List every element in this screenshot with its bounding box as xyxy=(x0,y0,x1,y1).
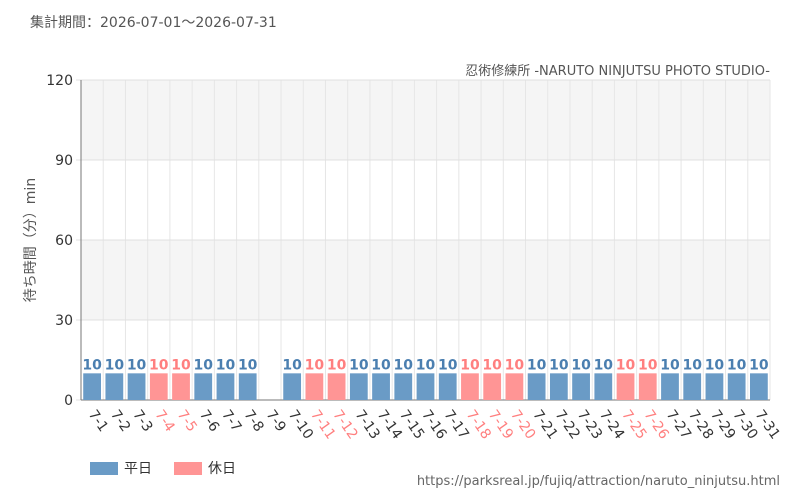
bar xyxy=(283,373,302,400)
bar xyxy=(305,373,324,400)
attraction-subtitle: 忍術修練所 -NARUTO NINJUTSU PHOTO STUDIO- xyxy=(465,64,770,79)
y-axis-title: 待ち時間（分）min xyxy=(23,178,39,302)
legend-item-holiday: 休日 xyxy=(174,458,236,478)
bar-value-label: 10 xyxy=(349,357,369,373)
bar-value-label: 10 xyxy=(327,357,347,373)
bar-value-label: 10 xyxy=(371,357,391,373)
bar xyxy=(127,373,146,400)
x-tick-label: 7-31 xyxy=(752,407,783,442)
bar-value-label: 10 xyxy=(238,357,258,373)
bar-value-label: 10 xyxy=(216,357,236,373)
bar xyxy=(394,373,413,400)
period-label: 集計期間：2026-07-01～2026-07-31 xyxy=(30,15,277,31)
bar xyxy=(549,373,568,400)
x-tick-label: 7-7 xyxy=(218,407,244,435)
bar xyxy=(594,373,613,400)
bar-value-label: 10 xyxy=(416,357,436,373)
legend-label-holiday: 休日 xyxy=(208,461,236,477)
bar-value-label: 10 xyxy=(616,357,636,373)
bar xyxy=(638,373,657,400)
bar-value-label: 10 xyxy=(460,357,480,373)
bar xyxy=(705,373,724,400)
legend-item-weekday: 平日 xyxy=(90,458,152,478)
x-tick-label: 7-1 xyxy=(85,407,111,435)
bar xyxy=(105,373,124,400)
x-tick-label: 7-6 xyxy=(196,407,222,435)
bar-value-label: 10 xyxy=(171,357,191,373)
legend-swatch-weekday xyxy=(90,461,118,475)
bar-value-label: 10 xyxy=(505,357,525,373)
bar-value-label: 10 xyxy=(638,357,658,373)
x-tick-label: 7-5 xyxy=(174,407,200,435)
bar xyxy=(461,373,479,400)
bar xyxy=(372,373,390,400)
x-tick-label: 7-9 xyxy=(263,407,289,435)
bar-value-label: 10 xyxy=(127,357,147,373)
bar-value-label: 10 xyxy=(549,357,569,373)
bar-value-label: 10 xyxy=(660,357,680,373)
y-tick-label: 60 xyxy=(55,233,73,249)
bar xyxy=(238,373,257,400)
bar xyxy=(749,373,768,400)
x-tick-label: 7-8 xyxy=(240,407,266,435)
bar xyxy=(572,373,590,400)
bar xyxy=(83,373,102,400)
bar-value-label: 10 xyxy=(682,357,702,373)
bar-value-label: 10 xyxy=(749,357,769,373)
plot-band xyxy=(81,240,770,320)
bar-value-label: 10 xyxy=(282,357,302,373)
bar-value-label: 10 xyxy=(149,357,169,373)
bar xyxy=(327,373,346,400)
bar-value-label: 10 xyxy=(305,357,325,373)
bar-value-label: 10 xyxy=(482,357,502,373)
plot-band xyxy=(81,160,770,240)
y-tick-label: 120 xyxy=(46,73,73,89)
legend-swatch-holiday xyxy=(174,461,202,475)
bar xyxy=(505,373,524,400)
x-tick-label: 7-2 xyxy=(107,407,133,435)
bar xyxy=(438,373,457,400)
bar-value-label: 10 xyxy=(571,357,591,373)
legend-label-weekday: 平日 xyxy=(124,461,152,477)
bar xyxy=(527,373,546,400)
bar-value-label: 10 xyxy=(105,357,125,373)
bar xyxy=(661,373,679,400)
bar xyxy=(194,373,213,400)
plot-band xyxy=(81,80,770,160)
bar-value-label: 10 xyxy=(594,357,614,373)
y-tick-label: 90 xyxy=(55,153,73,169)
bar xyxy=(727,373,746,400)
bar-value-label: 10 xyxy=(438,357,458,373)
bar xyxy=(616,373,635,400)
bar xyxy=(349,373,368,400)
bar-value-label: 10 xyxy=(82,357,102,373)
y-tick-label: 30 xyxy=(55,313,73,329)
bar xyxy=(683,373,702,400)
source-url[interactable]: https://parksreal.jp/fujiq/attraction/na… xyxy=(416,474,780,489)
x-tick-label: 7-4 xyxy=(152,407,178,435)
bar xyxy=(172,373,190,400)
bar xyxy=(149,373,168,400)
bar-value-label: 10 xyxy=(394,357,414,373)
x-tick-label: 7-3 xyxy=(129,407,155,435)
chart-legend: 平日 休日 xyxy=(90,458,258,478)
bar-value-label: 10 xyxy=(193,357,213,373)
bar-value-label: 10 xyxy=(727,357,747,373)
bar-value-label: 10 xyxy=(705,357,725,373)
bar xyxy=(216,373,235,400)
y-tick-label: 0 xyxy=(64,393,73,409)
bar xyxy=(416,373,435,400)
bar xyxy=(483,373,502,400)
bar-value-label: 10 xyxy=(527,357,547,373)
